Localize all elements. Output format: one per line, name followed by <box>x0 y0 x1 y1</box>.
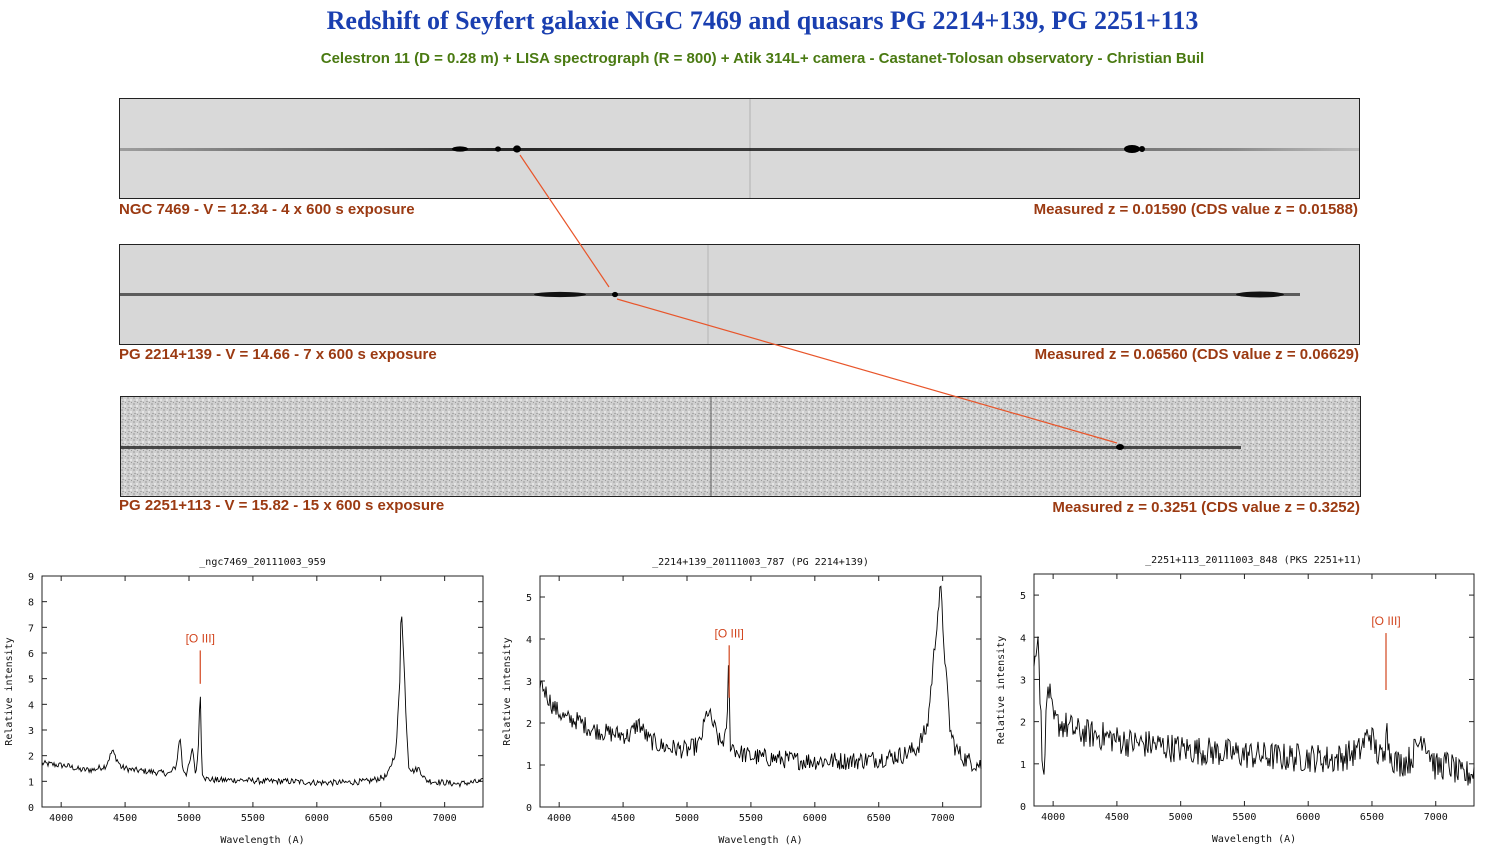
y-tick-label: 1 <box>526 761 532 772</box>
x-tick-label: 4000 <box>547 813 571 824</box>
strip-image-pg2214 <box>120 245 1359 344</box>
strip-caption-left-pg2214: PG 2214+139 - V = 14.66 - 7 x 600 s expo… <box>119 346 437 363</box>
y-tick-label: 0 <box>526 803 532 814</box>
y-tick-label: 3 <box>1020 675 1026 686</box>
x-tick-label: 6500 <box>867 813 891 824</box>
annotation-label: [O III] <box>715 626 744 640</box>
y-tick-label: 9 <box>28 572 34 583</box>
strip-image-pg2251 <box>121 397 1360 496</box>
x-tick-label: 5000 <box>1169 812 1193 823</box>
annotation-label: [O III] <box>186 631 215 645</box>
y-tick-label: 6 <box>28 649 34 660</box>
y-tick-label: 3 <box>28 726 34 737</box>
y-tick-label: 3 <box>526 677 532 688</box>
y-tick-label: 7 <box>28 623 34 634</box>
x-tick-label: 4500 <box>1105 812 1129 823</box>
y-tick-label: 0 <box>28 803 34 814</box>
y-tick-label: 1 <box>28 777 34 788</box>
plot-title-2: _2214+139_20111003_787 (PG 2214+139) <box>652 557 869 568</box>
y-tick-label: 2 <box>28 752 34 763</box>
spectrum-strip-ngc7469 <box>119 98 1360 199</box>
strip-caption-right-ngc7469: Measured z = 0.01590 (CDS value z = 0.01… <box>1033 201 1358 218</box>
y-tick-label: 1 <box>1020 760 1026 771</box>
x-tick-label: 7000 <box>1424 812 1448 823</box>
plot-title-1: _ngc7469_20111003_959 <box>199 557 326 568</box>
y-tick-label: 0 <box>1020 802 1026 813</box>
spectrum-series-line <box>1033 636 1475 786</box>
y-tick-label: 4 <box>1020 633 1026 644</box>
x-tick-label: 7000 <box>931 813 955 824</box>
x-tick-label: 4500 <box>113 813 137 824</box>
spectrum-series-line <box>539 585 982 773</box>
x-tick-label: 6000 <box>803 813 827 824</box>
y-tick-label: 4 <box>526 635 532 646</box>
spectrum-series-line <box>41 616 484 788</box>
x-tick-label: 4000 <box>49 813 73 824</box>
x-tick-label: 4000 <box>1041 812 1065 823</box>
y-axis-label: Relative intensity <box>996 636 1007 744</box>
x-tick-label: 5000 <box>675 813 699 824</box>
strip-caption-left-ngc7469: NGC 7469 - V = 12.34 - 4 x 600 s exposur… <box>119 201 415 218</box>
x-tick-label: 6000 <box>305 813 329 824</box>
y-tick-label: 8 <box>28 598 34 609</box>
strip-caption-left-pg2251: PG 2251+113 - V = 15.82 - 15 x 600 s exp… <box>119 497 445 514</box>
x-tick-label: 6000 <box>1296 812 1320 823</box>
y-axis-label: Relative intensity <box>502 637 513 745</box>
y-tick-label: 5 <box>526 593 532 604</box>
y-axis-label: Relative intensity <box>4 637 15 745</box>
plot-title-3: _2251+113_20111003_848 (PKS 2251+11) <box>1145 555 1362 566</box>
x-tick-label: 5000 <box>177 813 201 824</box>
y-tick-label: 5 <box>1020 591 1026 602</box>
x-axis-label: Wavelength (A) <box>1212 834 1296 845</box>
page-title: Redshift of Seyfert galaxie NGC 7469 and… <box>326 6 1199 35</box>
spectrum-plot-1: 4000 4500 5000 5500 6000 6500 7000 0 1 2 3 4 5 6 7 8 9 Wa… <box>4 572 484 846</box>
strip-caption-right-pg2251: Measured z = 0.3251 (CDS value z = 0.325… <box>1052 499 1360 516</box>
x-tick-label: 5500 <box>739 813 763 824</box>
page-subtitle: Celestron 11 (D = 0.28 m) + LISA spectro… <box>320 50 1205 67</box>
x-tick-label: 6500 <box>1360 812 1384 823</box>
y-tick-label: 4 <box>28 700 34 711</box>
plot-frame <box>539 575 982 808</box>
y-tick-label: 5 <box>28 675 34 686</box>
x-tick-label: 6500 <box>369 813 393 824</box>
x-axis-label: Wavelength (A) <box>718 835 802 846</box>
spectrum-strip-pg2251 <box>120 396 1361 497</box>
y-tick-label: 2 <box>1020 718 1026 729</box>
plot-frame <box>41 575 484 808</box>
x-tick-label: 4500 <box>611 813 635 824</box>
spectrum-strip-pg2214 <box>119 244 1360 345</box>
y-tick-label: 2 <box>526 719 532 730</box>
strip-caption-right-pg2214: Measured z = 0.06560 (CDS value z = 0.06… <box>1034 346 1359 363</box>
spectrum-plot-3: 4000 4500 5000 5500 6000 6500 7000 0 1 2 3 4 5 Wavele… <box>996 573 1475 845</box>
strip-image-ngc7469 <box>120 99 1359 198</box>
connector-line-1 <box>519 154 610 288</box>
connector-line-2 <box>616 298 1118 444</box>
x-tick-label: 5500 <box>1232 812 1256 823</box>
x-tick-label: 5500 <box>241 813 265 824</box>
annotation-label: [O III] <box>1371 614 1400 628</box>
x-axis-label: Wavelength (A) <box>220 835 304 846</box>
spectrum-plot-2: 4000 4500 5000 5500 6000 6500 7000 0 1 2 3 4 5 Wavele… <box>502 575 982 846</box>
x-tick-label: 7000 <box>433 813 457 824</box>
